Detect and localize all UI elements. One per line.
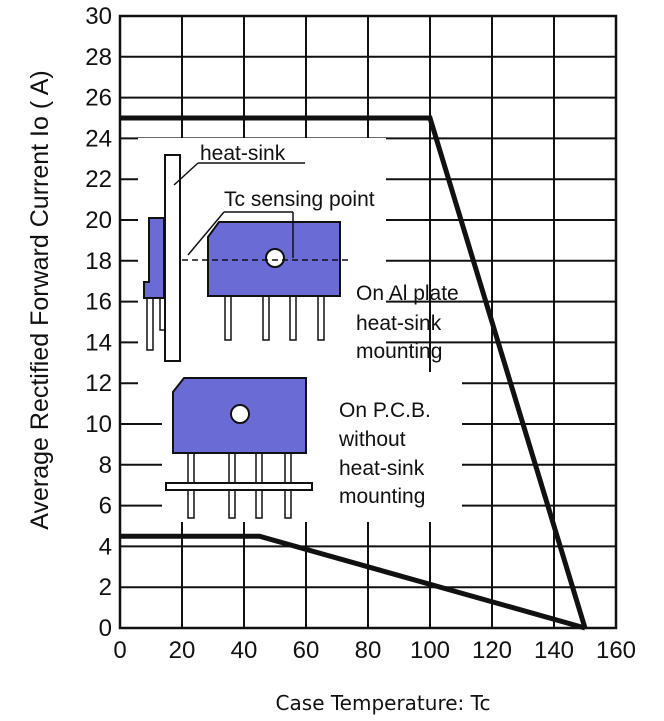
y-tick-label: 4	[99, 533, 112, 560]
heat-sink-plate	[164, 154, 181, 362]
x-tick-label: 20	[169, 637, 196, 664]
y-tick-label: 0	[99, 615, 112, 642]
y-tick-label: 12	[85, 370, 112, 397]
front-view-device-pcb	[165, 377, 313, 519]
y-tick-label: 14	[85, 329, 112, 356]
pcb-annotation-line-4: mounting	[339, 485, 425, 508]
side-view-device	[143, 154, 181, 362]
front-view-device-al-plate	[182, 221, 350, 341]
y-tick-label: 24	[85, 125, 112, 152]
x-tick-label: 40	[231, 637, 258, 664]
y-tick-label: 22	[85, 166, 112, 193]
x-tick-label: 140	[534, 637, 574, 664]
x-tick-label: 160	[596, 637, 636, 664]
series-line-2	[120, 533, 586, 631]
series-line-1	[120, 115, 588, 629]
x-tick-label: 100	[410, 637, 450, 664]
heat-sink-leader	[173, 162, 199, 186]
al-plate-annotation-line-2: heat-sink	[356, 312, 442, 335]
y-axis-label: Average Rectified Forward Current Io ( A…	[26, 70, 54, 529]
y-tick-label: 16	[85, 289, 112, 316]
pcb-annotation-line-3: heat-sink	[339, 457, 425, 480]
sensing-point-annotation: Tc sensing point	[224, 188, 375, 211]
mounting-hole	[230, 404, 250, 424]
y-tick-label: 20	[85, 207, 112, 234]
x-tick-label: 60	[293, 637, 320, 664]
x-tick-label: 80	[355, 637, 382, 664]
x-axis-label: Case Temperature: Tc	[276, 691, 491, 715]
mounting-illustrations: heat-sink Tc sensing point On Al plate h…	[138, 138, 462, 522]
y-tick-label: 2	[99, 574, 112, 601]
x-tick-label: 120	[472, 637, 512, 664]
y-tick-label: 30	[85, 3, 112, 30]
y-tick-label: 26	[85, 85, 112, 112]
y-tick-label: 8	[99, 452, 112, 479]
y-tick-label: 18	[85, 248, 112, 275]
y-tick-label: 28	[85, 44, 112, 71]
tick-labels: 0 20 40 60 80 100 120 140 1600246810121416182022…	[85, 3, 636, 664]
heat-sink-annotation: heat-sink	[200, 142, 286, 165]
y-tick-label: 6	[99, 493, 112, 520]
y-tick-label: 10	[85, 411, 112, 438]
pcb-annotation-line-2: without	[338, 428, 406, 451]
pcb-annotation-line-1: On P.C.B.	[339, 399, 431, 422]
mounting-hole	[265, 248, 285, 268]
al-plate-annotation-line-3: mounting	[356, 340, 442, 363]
data-series	[120, 115, 588, 631]
sensing-point-leader	[187, 211, 225, 256]
pcb-board	[165, 482, 313, 491]
al-plate-annotation-line-1: On Al plate	[356, 282, 459, 305]
x-tick-label: 0	[113, 637, 126, 664]
